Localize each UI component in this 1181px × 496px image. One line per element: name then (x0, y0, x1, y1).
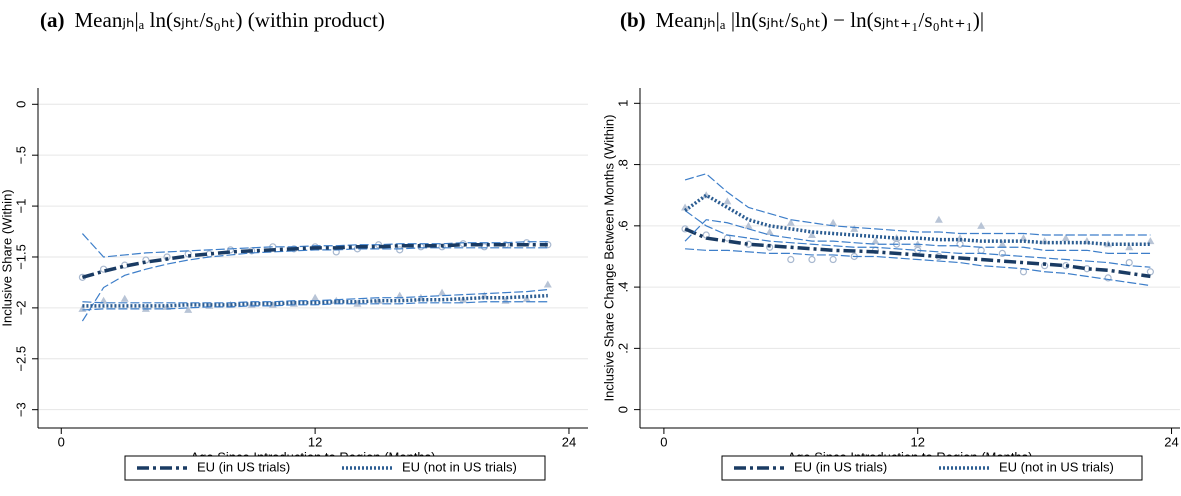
point (1061, 234, 1070, 242)
y-tick-label: −.5 (13, 146, 28, 164)
fit-line (684, 193, 1151, 246)
legend-label: EU (in US trials) (197, 459, 290, 474)
ci-line (684, 210, 1151, 268)
legend-label: EU (in US trials) (794, 459, 887, 474)
point (998, 249, 1006, 258)
panel-title: (b) Meanⱼₕ|ₐ |ln(sⱼₕₜ/s₀ₕₜ) − ln(sⱼₕₜ₊₁/s… (620, 8, 1160, 32)
y-tick-label: −2.5 (13, 346, 28, 372)
fit-line (81, 243, 548, 280)
fit-line (684, 227, 1151, 279)
y-tick-label: 1 (615, 100, 630, 107)
point (787, 255, 795, 264)
point (977, 246, 985, 254)
y-tick-label: .8 (615, 159, 630, 170)
point (1019, 234, 1028, 242)
x-tick-label: 0 (58, 434, 65, 449)
point (226, 246, 235, 254)
panel-label: (a) (40, 8, 65, 32)
point (142, 256, 150, 264)
point (1146, 268, 1154, 276)
point (744, 221, 753, 229)
ci-line (81, 233, 548, 258)
y-tick-label: −1 (13, 199, 28, 214)
point (1125, 258, 1133, 267)
y-tick-label: 0 (13, 101, 28, 108)
y-axis-title: Inclusive Share (Within) (0, 189, 14, 326)
x-tick-label: 24 (1164, 434, 1178, 449)
point (808, 255, 816, 264)
legend (124, 455, 546, 481)
point (1019, 268, 1028, 276)
point (1040, 237, 1049, 245)
y-tick-label: −3 (13, 402, 28, 417)
point (184, 305, 193, 313)
y-tick-label: −1.5 (13, 244, 28, 270)
x-tick-label: 12 (308, 434, 322, 449)
y-tick-label: 0 (615, 406, 630, 413)
x-tick-label: 24 (562, 434, 576, 449)
x-tick-label: 0 (660, 434, 667, 449)
point (438, 288, 447, 296)
point (998, 240, 1007, 248)
point (99, 296, 108, 304)
point (723, 197, 732, 205)
x-tick-label: 12 (910, 434, 924, 449)
panel-title-text: Meanⱼₕ|ₐ |ln(sⱼₕₜ/s₀ₕₜ) − ln(sⱼₕₜ₊₁/s₀ₕₜ… (655, 8, 985, 32)
point (543, 280, 552, 288)
point (786, 218, 795, 226)
y-tick-label: .6 (615, 220, 630, 231)
point (850, 224, 859, 232)
point (829, 218, 838, 226)
point (765, 227, 774, 235)
point (829, 255, 837, 264)
point (977, 221, 986, 229)
ci-line (82, 288, 548, 304)
point (956, 234, 965, 242)
legend (721, 455, 1143, 481)
point (934, 215, 943, 223)
point (1146, 237, 1155, 245)
point (1125, 243, 1134, 251)
point (311, 293, 320, 301)
ci-line (684, 219, 1151, 255)
fit-line (82, 293, 548, 308)
point (807, 231, 816, 239)
ci-line (685, 248, 1151, 287)
point (871, 237, 880, 245)
point (395, 291, 404, 299)
ci-line (81, 247, 548, 322)
point (480, 243, 488, 251)
ci-line (82, 301, 548, 311)
y-tick-label: .2 (615, 343, 630, 354)
panel-title-text: Meanⱼₕ|ₐ ln(sⱼₕₜ/s₀ₕₜ) (within product) (74, 8, 385, 32)
legend-label: EU (not in US trials) (402, 459, 517, 474)
panel-label: (b) (620, 8, 646, 32)
point (681, 203, 690, 211)
point (396, 246, 404, 254)
panel-title: (a) Meanⱼₕ|ₐ ln(sⱼₕₜ/s₀ₕₜ) (within produc… (40, 8, 560, 32)
ci-line (684, 173, 1151, 236)
point (353, 299, 362, 307)
y-axis-title: Inclusive Share Change Between Months (W… (601, 115, 616, 402)
point (120, 294, 129, 302)
legend-label: EU (not in US trials) (999, 459, 1114, 474)
y-tick-label: −2 (13, 300, 28, 315)
point (438, 243, 446, 251)
point (1104, 274, 1112, 282)
y-tick-label: .4 (615, 282, 630, 293)
